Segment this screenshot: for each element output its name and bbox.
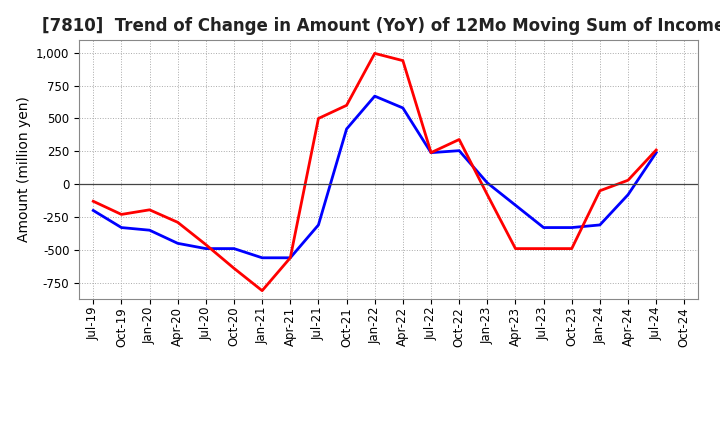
- Ordinary Income: [624, 192, 632, 198]
- Ordinary Income: [314, 222, 323, 227]
- Net Income: [595, 188, 604, 194]
- Net Income: [427, 150, 436, 155]
- Net Income: [624, 178, 632, 183]
- Line: Net Income: Net Income: [94, 53, 656, 291]
- Title: [7810]  Trend of Change in Amount (YoY) of 12Mo Moving Sum of Incomes: [7810] Trend of Change in Amount (YoY) o…: [42, 17, 720, 35]
- Net Income: [314, 116, 323, 121]
- Net Income: [455, 137, 464, 142]
- Net Income: [539, 246, 548, 251]
- Ordinary Income: [202, 246, 210, 251]
- Net Income: [286, 255, 294, 260]
- Ordinary Income: [399, 105, 408, 110]
- Ordinary Income: [117, 225, 126, 230]
- Net Income: [483, 192, 492, 198]
- Ordinary Income: [595, 222, 604, 227]
- Ordinary Income: [230, 246, 238, 251]
- Ordinary Income: [258, 255, 266, 260]
- Ordinary Income: [427, 150, 436, 155]
- Ordinary Income: [567, 225, 576, 230]
- Ordinary Income: [370, 93, 379, 99]
- Net Income: [117, 212, 126, 217]
- Line: Ordinary Income: Ordinary Income: [94, 96, 656, 258]
- Ordinary Income: [539, 225, 548, 230]
- Net Income: [145, 207, 154, 213]
- Net Income: [652, 147, 660, 153]
- Net Income: [89, 198, 98, 204]
- Ordinary Income: [652, 150, 660, 155]
- Net Income: [399, 58, 408, 63]
- Net Income: [567, 246, 576, 251]
- Ordinary Income: [89, 208, 98, 213]
- Net Income: [258, 288, 266, 293]
- Ordinary Income: [455, 148, 464, 153]
- Ordinary Income: [145, 227, 154, 233]
- Ordinary Income: [483, 180, 492, 186]
- Net Income: [511, 246, 520, 251]
- Y-axis label: Amount (million yen): Amount (million yen): [17, 96, 30, 242]
- Net Income: [174, 220, 182, 225]
- Net Income: [202, 242, 210, 247]
- Net Income: [370, 51, 379, 56]
- Net Income: [230, 266, 238, 271]
- Ordinary Income: [342, 126, 351, 132]
- Ordinary Income: [174, 241, 182, 246]
- Net Income: [342, 103, 351, 108]
- Ordinary Income: [511, 202, 520, 208]
- Ordinary Income: [286, 255, 294, 260]
